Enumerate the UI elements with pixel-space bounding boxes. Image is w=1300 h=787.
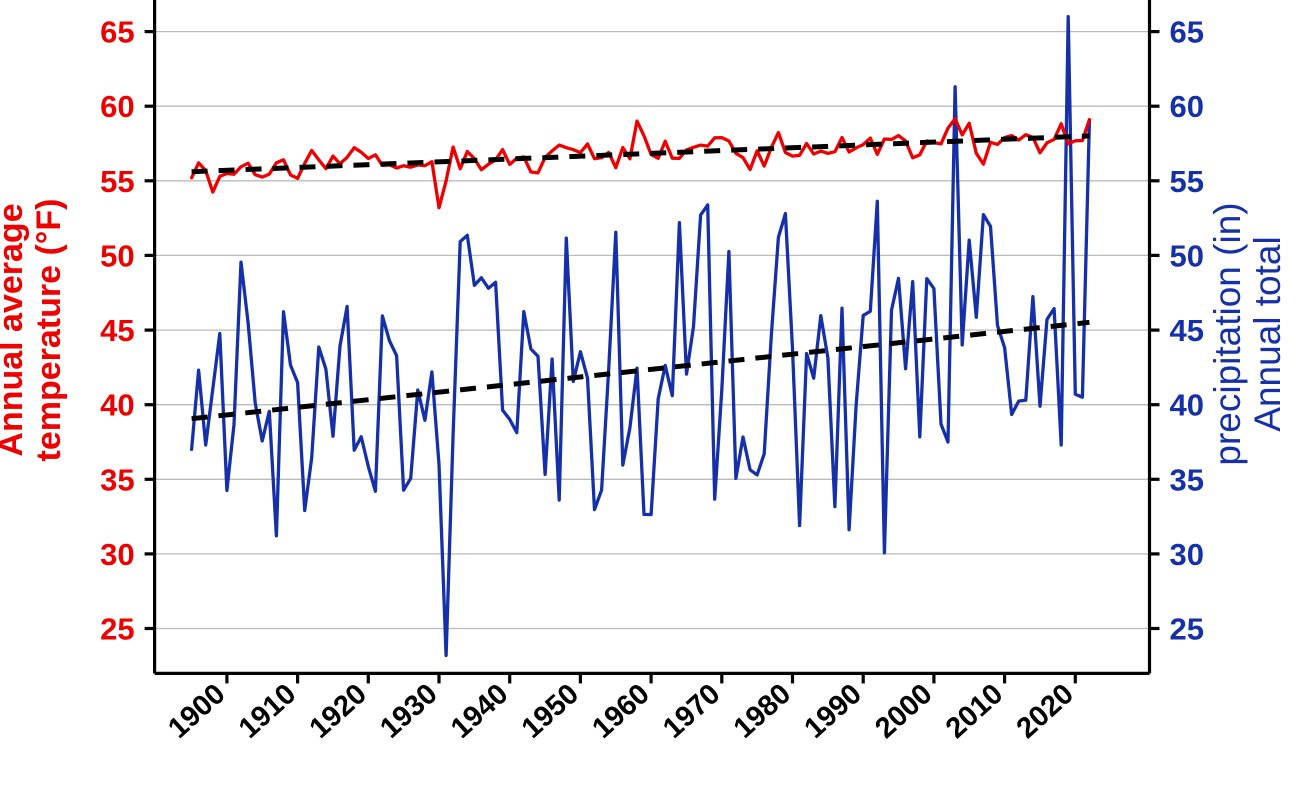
svg-text:1930: 1930: [374, 678, 443, 745]
svg-text:1910: 1910: [233, 678, 302, 745]
svg-text:50: 50: [1170, 238, 1204, 273]
svg-text:1960: 1960: [586, 678, 655, 745]
svg-text:temperature (°F): temperature (°F): [30, 199, 68, 462]
svg-text:2010: 2010: [940, 678, 1009, 745]
svg-text:55: 55: [100, 164, 134, 199]
svg-text:60: 60: [1170, 89, 1204, 124]
svg-text:35: 35: [100, 462, 134, 497]
svg-text:1920: 1920: [304, 678, 373, 745]
svg-text:40: 40: [100, 388, 134, 423]
svg-text:1940: 1940: [445, 678, 514, 745]
svg-text:1900: 1900: [162, 678, 231, 745]
svg-text:50: 50: [100, 238, 134, 273]
svg-text:1970: 1970: [657, 678, 726, 745]
svg-text:1990: 1990: [799, 678, 868, 745]
svg-text:25: 25: [100, 612, 134, 647]
svg-text:25: 25: [1170, 612, 1204, 647]
svg-text:45: 45: [1170, 313, 1204, 348]
svg-text:2000: 2000: [869, 678, 938, 745]
svg-text:Annual total: Annual total: [1247, 236, 1288, 431]
svg-text:precipitation (in): precipitation (in): [1207, 202, 1248, 465]
svg-text:Annual average: Annual average: [0, 203, 30, 456]
svg-text:40: 40: [1170, 388, 1204, 423]
svg-text:65: 65: [100, 15, 134, 50]
svg-text:45: 45: [100, 313, 134, 348]
svg-text:55: 55: [1170, 164, 1204, 199]
svg-text:30: 30: [100, 537, 134, 572]
svg-text:65: 65: [1170, 15, 1204, 50]
svg-text:2020: 2020: [1011, 678, 1080, 745]
svg-text:1950: 1950: [516, 678, 585, 745]
svg-text:30: 30: [1170, 537, 1204, 572]
svg-text:1980: 1980: [728, 678, 797, 745]
svg-text:60: 60: [100, 89, 134, 124]
svg-text:35: 35: [1170, 462, 1204, 497]
